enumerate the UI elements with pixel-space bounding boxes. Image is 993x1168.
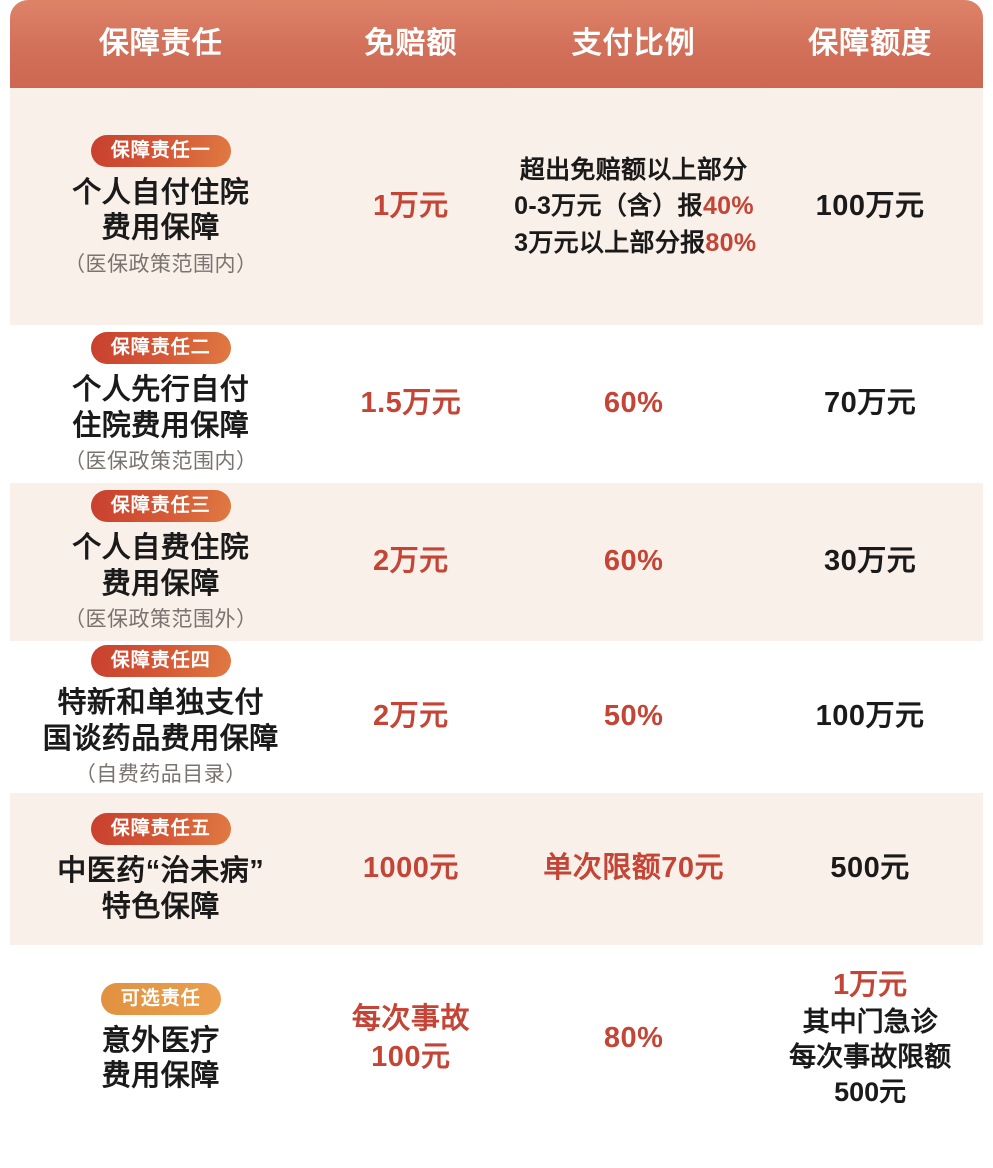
deductible-value: 1万元 xyxy=(373,189,449,222)
limit-value: 100万元 xyxy=(815,700,925,733)
ratio-line: 0-3万元（含）报40% xyxy=(514,192,754,221)
responsibility-cell: 保障责任三 个人自费住院 费用保障 （医保政策范围外） xyxy=(10,490,312,633)
deductible-value: 2万元 xyxy=(373,700,449,733)
table-row: 可选责任 意外医疗 费用保障 每次事故 100元 80% 1万元 其中门急诊 每… xyxy=(10,945,983,1132)
responsibility-subtitle: （医保政策范围内） xyxy=(64,252,258,276)
responsibility-title: 特新和单独支付 国谈药品费用保障 xyxy=(42,687,279,755)
limit-value: 100万元 xyxy=(815,189,925,222)
ratio-value: 50% xyxy=(603,700,664,733)
table-row: 保障责任四 特新和单独支付 国谈药品费用保障 （自费药品目录） 2万元 50% … xyxy=(10,641,983,793)
ratio-value: 80% xyxy=(603,1021,664,1054)
table-header-row: 保障责任 免赔额 支付比例 保障额度 xyxy=(10,0,983,88)
column-header-responsibility: 保障责任 xyxy=(98,27,223,60)
table-row: 保障责任一 个人自付住院 费用保障 （医保政策范围内） 1万元 超出免赔额以上部… xyxy=(10,88,983,325)
limit-detail: 其中门急诊 每次事故限额 500元 xyxy=(789,1006,952,1107)
ratio-highlight: 40% xyxy=(702,192,754,221)
responsibility-subtitle: （医保政策范围内） xyxy=(64,450,258,474)
column-header-deductible: 免赔额 xyxy=(364,27,458,60)
limit-primary: 1万元 xyxy=(833,969,908,1002)
responsibility-badge: 保障责任三 xyxy=(90,490,231,523)
ratio-value: 超出免赔额以上部分 0-3万元（含）报40% 3万元以上部分报80% xyxy=(510,152,757,261)
ratio-value: 60% xyxy=(603,387,664,420)
table-row: 保障责任五 中医药“治未病” 特色保障 1000元 单次限额70元 500元 xyxy=(10,793,983,945)
limit-value: 70万元 xyxy=(823,387,917,420)
ratio-line: 3万元以上部分报80% xyxy=(514,228,757,257)
responsibility-title: 个人自费住院 费用保障 xyxy=(72,532,250,600)
responsibility-cell: 保障责任一 个人自付住院 费用保障 （医保政策范围内） xyxy=(10,134,312,278)
ratio-value: 单次限额70元 xyxy=(543,852,725,885)
responsibility-title: 意外医疗 费用保障 xyxy=(101,1024,220,1092)
limit-value: 30万元 xyxy=(823,545,917,578)
deductible-value: 1000元 xyxy=(362,852,459,885)
responsibility-title: 中医药“治未病” 特色保障 xyxy=(57,855,265,923)
deductible-value: 2万元 xyxy=(373,545,449,578)
ratio-value: 60% xyxy=(603,545,664,578)
responsibility-badge: 保障责任二 xyxy=(90,332,231,365)
limit-value: 500元 xyxy=(830,852,910,885)
optional-responsibility-badge: 可选责任 xyxy=(100,982,221,1015)
table-row: 保障责任二 个人先行自付 住院费用保障 （医保政策范围内） 1.5万元 60% … xyxy=(10,325,983,483)
responsibility-badge: 保障责任四 xyxy=(90,645,231,678)
responsibility-subtitle: （自费药品目录） xyxy=(74,763,247,787)
responsibility-cell: 可选责任 意外医疗 费用保障 xyxy=(10,982,312,1095)
column-header-ratio: 支付比例 xyxy=(571,27,696,60)
responsibility-subtitle: （医保政策范围外） xyxy=(64,608,258,632)
ratio-line: 超出免赔额以上部分 xyxy=(519,156,748,185)
benefit-coverage-table: 保障责任 免赔额 支付比例 保障额度 保障责任一 个人自付住院 费用保障 （医保… xyxy=(10,0,983,1132)
responsibility-title: 个人自付住院 费用保障 xyxy=(72,176,250,245)
responsibility-cell: 保障责任五 中医药“治未病” 特色保障 xyxy=(10,813,312,925)
deductible-value: 每次事故 100元 xyxy=(351,1003,470,1073)
ratio-highlight: 80% xyxy=(705,228,757,257)
responsibility-cell: 保障责任四 特新和单独支付 国谈药品费用保障 （自费药品目录） xyxy=(10,645,312,788)
responsibility-badge: 保障责任五 xyxy=(90,813,231,846)
limit-value: 1万元 其中门急诊 每次事故限额 500元 xyxy=(757,967,983,1110)
responsibility-title: 个人先行自付 住院费用保障 xyxy=(72,374,250,442)
column-header-limit: 保障额度 xyxy=(808,27,933,60)
table-row: 保障责任三 个人自费住院 费用保障 （医保政策范围外） 2万元 60% 30万元 xyxy=(10,483,983,641)
responsibility-cell: 保障责任二 个人先行自付 住院费用保障 （医保政策范围内） xyxy=(10,332,312,475)
responsibility-badge: 保障责任一 xyxy=(90,134,231,167)
deductible-value: 1.5万元 xyxy=(360,387,462,420)
